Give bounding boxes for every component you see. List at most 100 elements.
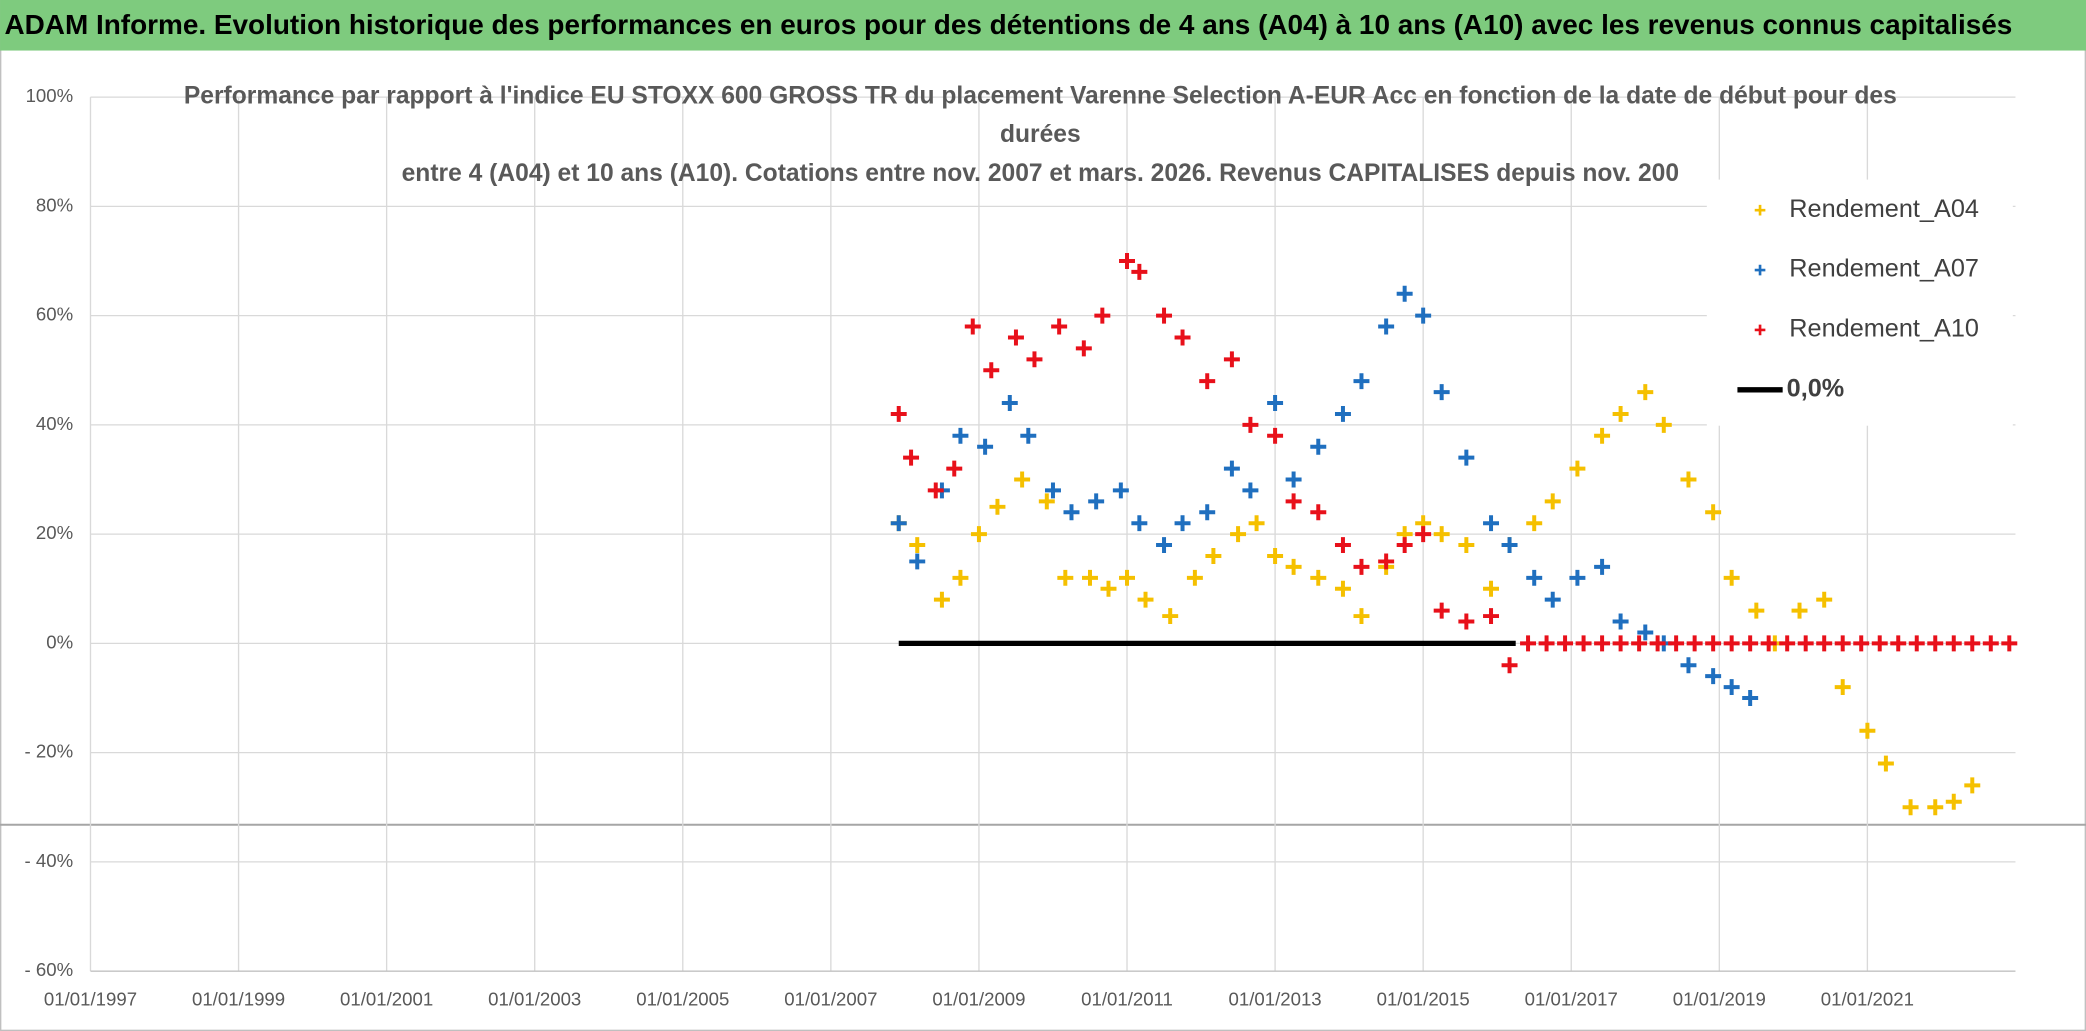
y-tick-label: 80%	[36, 194, 73, 215]
point	[1131, 515, 1148, 532]
legend-swatch	[1754, 324, 1766, 336]
point	[903, 449, 920, 466]
point	[1119, 569, 1135, 586]
point	[1223, 351, 1240, 368]
point	[1680, 657, 1697, 674]
x-tick-label: 01/01/2019	[1673, 988, 1766, 1009]
x-tick-label: 01/01/2017	[1525, 988, 1618, 1009]
point	[1483, 580, 1500, 597]
point	[1723, 635, 1740, 652]
point	[964, 318, 981, 335]
point	[1945, 793, 1962, 810]
point	[977, 438, 994, 455]
point	[1242, 482, 1259, 499]
point	[1569, 460, 1586, 477]
x-tick-label: 01/01/1999	[192, 988, 285, 1009]
point	[1415, 307, 1432, 324]
point	[1378, 318, 1395, 335]
point	[1433, 384, 1450, 401]
point	[1044, 482, 1061, 499]
point	[1353, 373, 1370, 390]
point	[1557, 635, 1574, 652]
x-tick-label: 01/01/2005	[636, 988, 729, 1009]
point	[1310, 504, 1327, 521]
y-tick-label: 20%	[36, 522, 73, 543]
y-tick-label: 60%	[36, 304, 73, 325]
point	[1742, 690, 1759, 706]
chart-title: entre 4 (A04) et 10 ans (A10). Cotations…	[402, 160, 1679, 187]
point	[1544, 591, 1561, 608]
x-tick-label: 01/01/2011	[1081, 988, 1173, 1009]
point	[909, 537, 926, 554]
point	[1285, 471, 1302, 488]
point	[1075, 340, 1092, 357]
y-tick-label: - 20%	[25, 741, 74, 762]
point	[1538, 635, 1555, 652]
point	[1285, 558, 1302, 575]
point	[1964, 777, 1981, 794]
point	[1310, 569, 1327, 586]
point	[1890, 635, 1907, 652]
point	[1760, 635, 1777, 652]
point	[1816, 635, 1833, 652]
point	[1877, 755, 1894, 772]
point	[1378, 553, 1395, 570]
point	[1594, 427, 1611, 444]
point	[1396, 285, 1413, 302]
point	[1742, 635, 1759, 652]
point	[890, 515, 907, 532]
point	[1526, 569, 1543, 586]
point	[1612, 405, 1629, 422]
point	[1433, 526, 1450, 543]
x-tick-label: 01/01/2013	[1229, 988, 1322, 1009]
point	[1748, 602, 1765, 619]
point	[1057, 569, 1074, 586]
point	[1415, 526, 1432, 543]
point	[1668, 635, 1685, 652]
point	[1483, 515, 1500, 532]
point	[1927, 635, 1944, 652]
point	[1334, 537, 1351, 554]
point	[946, 460, 963, 477]
point	[1267, 395, 1284, 412]
point	[1051, 318, 1068, 335]
point	[1927, 799, 1944, 816]
point	[1100, 580, 1117, 597]
point	[1637, 624, 1654, 641]
point	[1705, 668, 1722, 685]
point	[1396, 537, 1413, 554]
point	[1612, 635, 1629, 652]
legend-label: Rendement_A10	[1789, 315, 1979, 343]
point	[1026, 351, 1043, 368]
x-tick-label: 01/01/2021	[1821, 988, 1914, 1009]
point	[1353, 558, 1370, 575]
x-tick-label: 01/01/2007	[784, 988, 877, 1009]
x-tick-label: 01/01/2003	[488, 988, 581, 1009]
point	[1779, 635, 1796, 652]
point	[1001, 395, 1018, 412]
point	[1834, 635, 1851, 652]
point	[1501, 537, 1518, 554]
point	[1705, 504, 1722, 521]
point	[1199, 373, 1216, 390]
point	[1174, 515, 1191, 532]
point	[1501, 657, 1518, 674]
legend-label: 0,0%	[1787, 374, 1845, 402]
point	[1433, 602, 1450, 619]
point	[1575, 635, 1592, 652]
point	[927, 482, 944, 499]
x-tick-label: 01/01/1997	[44, 988, 137, 1009]
point	[1594, 558, 1611, 575]
point	[1594, 635, 1611, 652]
point	[1649, 635, 1666, 652]
point	[1458, 537, 1475, 554]
point	[1612, 613, 1629, 630]
point	[1637, 384, 1654, 401]
point	[1248, 515, 1265, 532]
point	[1088, 493, 1105, 510]
chart-title: Performance par rapport à l'indice EU ST…	[184, 83, 1897, 110]
point	[1723, 679, 1740, 696]
